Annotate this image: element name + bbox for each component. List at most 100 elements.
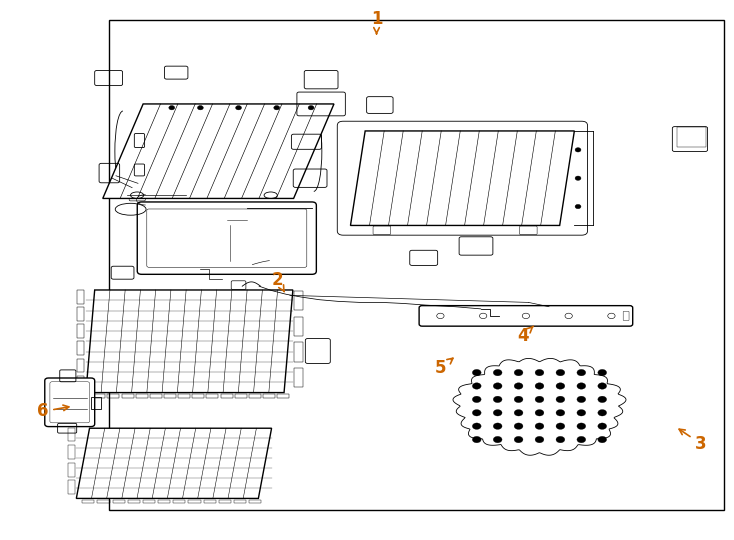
Bar <box>234 500 246 503</box>
Circle shape <box>473 369 481 376</box>
Circle shape <box>493 423 502 429</box>
Bar <box>98 500 109 503</box>
Circle shape <box>514 383 523 389</box>
Bar <box>235 394 247 398</box>
Circle shape <box>597 396 606 403</box>
Circle shape <box>577 396 586 403</box>
Bar <box>294 342 303 362</box>
Circle shape <box>535 423 544 429</box>
Circle shape <box>577 423 586 429</box>
Bar <box>294 368 303 387</box>
Circle shape <box>597 436 606 443</box>
Polygon shape <box>86 290 293 393</box>
Circle shape <box>236 106 241 110</box>
Circle shape <box>514 396 523 403</box>
Circle shape <box>169 106 175 110</box>
Circle shape <box>577 383 586 389</box>
Circle shape <box>535 436 544 443</box>
Bar <box>109 20 724 510</box>
Bar <box>77 376 84 389</box>
Bar <box>77 359 84 372</box>
Circle shape <box>597 369 606 376</box>
Circle shape <box>473 396 481 403</box>
Circle shape <box>597 383 606 389</box>
Circle shape <box>473 423 481 429</box>
Bar <box>122 394 134 398</box>
Bar <box>192 394 204 398</box>
Circle shape <box>197 106 203 110</box>
Circle shape <box>556 369 565 376</box>
Bar <box>249 394 261 398</box>
Circle shape <box>514 436 523 443</box>
Circle shape <box>514 409 523 416</box>
Bar <box>221 394 233 398</box>
Circle shape <box>575 147 581 152</box>
Bar <box>112 500 125 503</box>
Circle shape <box>535 369 544 376</box>
Polygon shape <box>351 131 574 226</box>
Polygon shape <box>103 104 334 199</box>
Bar <box>203 500 216 503</box>
Bar <box>68 428 75 442</box>
Circle shape <box>556 409 565 416</box>
Circle shape <box>514 423 523 429</box>
Text: 6: 6 <box>37 402 69 421</box>
Circle shape <box>556 423 565 429</box>
Bar <box>68 446 75 459</box>
Circle shape <box>577 436 586 443</box>
Circle shape <box>575 176 581 180</box>
Circle shape <box>514 369 523 376</box>
Text: 1: 1 <box>371 10 382 34</box>
Circle shape <box>493 436 502 443</box>
Circle shape <box>274 106 280 110</box>
Polygon shape <box>76 428 272 498</box>
Bar <box>249 500 261 503</box>
Circle shape <box>493 383 502 389</box>
Bar <box>164 394 176 398</box>
Circle shape <box>473 383 481 389</box>
Bar <box>206 394 219 398</box>
Circle shape <box>556 383 565 389</box>
Circle shape <box>597 423 606 429</box>
Bar <box>77 341 84 355</box>
Bar <box>68 463 75 477</box>
Circle shape <box>556 396 565 403</box>
Circle shape <box>597 409 606 416</box>
FancyBboxPatch shape <box>45 378 95 427</box>
Bar <box>277 394 289 398</box>
Text: 3: 3 <box>679 429 707 453</box>
Circle shape <box>577 369 586 376</box>
Bar <box>136 394 148 398</box>
Bar <box>219 500 231 503</box>
Circle shape <box>556 436 565 443</box>
Bar <box>68 481 75 494</box>
Bar <box>77 307 84 321</box>
Bar <box>150 394 162 398</box>
Circle shape <box>575 204 581 208</box>
Bar <box>263 394 275 398</box>
Bar <box>128 500 140 503</box>
Circle shape <box>535 383 544 389</box>
Bar <box>294 316 303 336</box>
Bar <box>143 500 155 503</box>
Bar <box>82 500 95 503</box>
Bar <box>107 394 120 398</box>
Bar <box>294 291 303 310</box>
Circle shape <box>535 396 544 403</box>
Circle shape <box>473 436 481 443</box>
Bar <box>189 500 200 503</box>
Bar <box>158 500 170 503</box>
Circle shape <box>493 409 502 416</box>
Bar <box>91 397 101 409</box>
Circle shape <box>493 369 502 376</box>
Text: 5: 5 <box>435 358 453 377</box>
Bar <box>677 126 706 147</box>
Text: 4: 4 <box>517 326 534 345</box>
Circle shape <box>308 106 314 110</box>
Polygon shape <box>453 359 626 455</box>
Text: 2: 2 <box>272 271 284 292</box>
Bar <box>173 500 186 503</box>
Circle shape <box>577 409 586 416</box>
Circle shape <box>535 409 544 416</box>
Bar <box>93 394 105 398</box>
